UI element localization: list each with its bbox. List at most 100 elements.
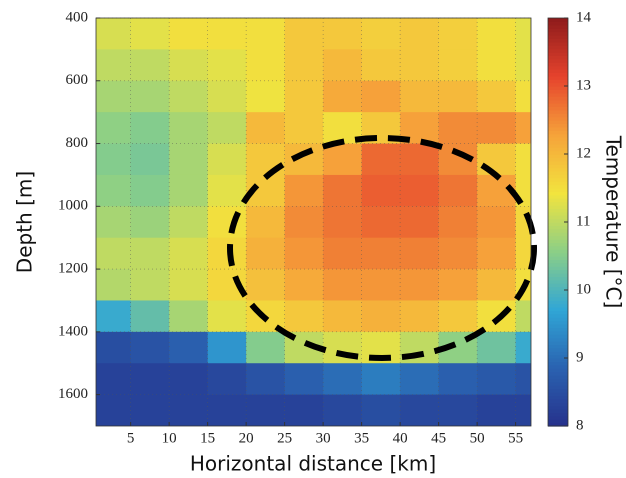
heat-cell (207, 363, 247, 396)
heat-cell (284, 174, 324, 207)
colorbar-swatch (548, 222, 568, 226)
colorbar-swatch (548, 188, 568, 192)
heat-cell (96, 269, 132, 301)
colorbar-swatch (548, 69, 568, 73)
heat-cell (477, 206, 517, 239)
heat-cell (438, 269, 478, 301)
heat-cell (284, 112, 324, 145)
colorbar-swatch (548, 150, 568, 155)
heat-cell (207, 300, 247, 333)
heat-cell (323, 269, 363, 301)
colorbar-swatch (548, 218, 568, 223)
heat-cell (169, 363, 209, 396)
colorbar-tick-label: 12 (576, 145, 591, 161)
heat-cell (477, 363, 517, 396)
heat-cell (477, 18, 517, 50)
heat-cell (130, 394, 170, 426)
heat-cell (130, 112, 170, 145)
heat-cell (96, 49, 132, 82)
heat-cell (477, 237, 517, 270)
heat-cell (361, 237, 401, 270)
colorbar-swatch (548, 368, 568, 373)
heat-cell (96, 143, 132, 176)
heat-cell (438, 237, 478, 270)
heat-cell (477, 143, 517, 176)
colorbar-swatch (548, 381, 568, 386)
heat-cell (477, 112, 517, 145)
colorbar-swatch (548, 62, 568, 67)
colorbar-swatch (548, 72, 568, 77)
heat-cell (284, 300, 324, 333)
colorbar-swatch (548, 239, 568, 243)
heat-cell (96, 80, 132, 113)
colorbar-swatch (548, 75, 568, 80)
x-tick-label: 5 (127, 430, 135, 446)
heat-cell (515, 363, 531, 396)
colorbar-swatch (548, 99, 568, 104)
heat-cell (246, 206, 286, 239)
colorbar-swatch (548, 290, 568, 294)
colorbar-swatch (548, 137, 568, 141)
heat-cell (477, 331, 517, 364)
colorbar-swatch (548, 364, 568, 369)
heat-cell (515, 80, 531, 113)
colorbar-swatch (548, 123, 568, 128)
heat-cell (361, 300, 401, 333)
colorbar-swatch (548, 48, 568, 53)
heat-cell (207, 112, 247, 145)
heat-cell (246, 331, 286, 364)
colorbar-swatch (548, 378, 568, 383)
colorbar-swatch (548, 58, 568, 63)
heat-cell (169, 18, 209, 50)
colorbar-swatch (548, 208, 568, 213)
heat-cell (515, 300, 531, 333)
colorbar-swatch (548, 113, 568, 118)
colorbar-swatch (548, 65, 568, 70)
colorbar-swatch (548, 371, 568, 376)
heat-cell (130, 269, 170, 301)
heat-cell (169, 394, 209, 426)
heat-cell (361, 394, 401, 426)
colorbar-swatch (548, 276, 568, 281)
x-tick-label: 20 (239, 430, 254, 446)
colorbar-swatch (548, 41, 568, 46)
colorbar-swatch (548, 245, 568, 250)
colorbar-swatch (548, 38, 568, 43)
heat-cell (438, 363, 478, 396)
x-axis-label: Horizontal distance [km] (190, 452, 436, 476)
heat-cell (515, 331, 531, 364)
x-tick-label: 10 (162, 430, 177, 446)
colorbar-swatch (548, 324, 568, 328)
x-tick-label: 15 (200, 430, 215, 446)
heat-cell (130, 331, 170, 364)
colorbar-swatch (548, 344, 568, 349)
colorbar-tick-label: 10 (576, 281, 591, 297)
colorbar-tick-label: 9 (576, 349, 584, 365)
heat-cell (400, 206, 440, 239)
colorbar-swatch (548, 327, 568, 332)
colorbar-swatch (548, 24, 568, 29)
heat-cell (169, 331, 209, 364)
colorbar-swatch (548, 286, 568, 291)
colorbar-swatch (548, 409, 568, 413)
heat-cell (477, 269, 517, 301)
colorbar-swatch (548, 96, 568, 101)
highlight-ellipse (227, 135, 537, 361)
heat-cell (284, 269, 324, 301)
heat-cell (438, 300, 478, 333)
heat-cell (515, 143, 531, 176)
colorbar-swatch (548, 361, 568, 366)
heat-cell (130, 363, 170, 396)
colorbar-swatch (548, 347, 568, 352)
colorbar-swatch (548, 388, 568, 393)
heat-cell (400, 174, 440, 207)
colorbar-swatch (548, 398, 568, 403)
heat-cell (400, 18, 440, 50)
colorbar-swatch (548, 320, 568, 325)
colorbar-swatch (548, 279, 568, 284)
plot-frame (95, 17, 532, 427)
colorbar-swatch (548, 21, 568, 26)
heat-cell (400, 300, 440, 333)
heat-cell (515, 237, 531, 270)
